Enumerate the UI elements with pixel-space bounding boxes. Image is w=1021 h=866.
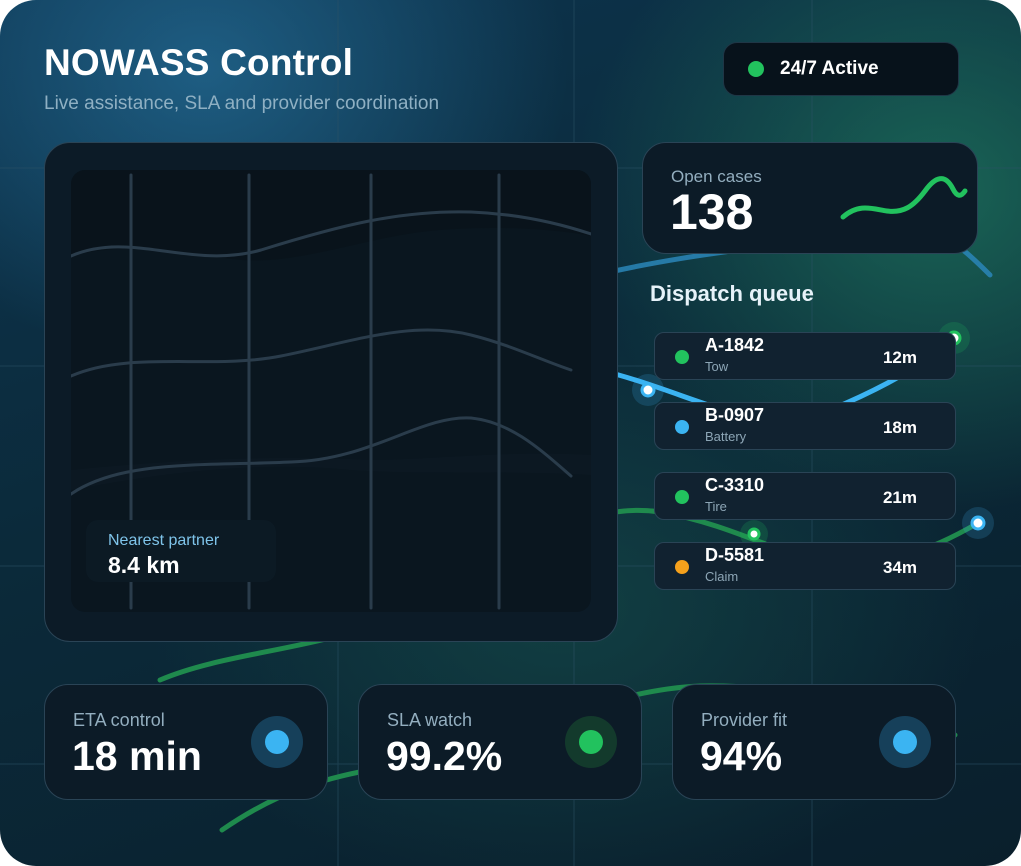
- queue-case-type: Battery: [705, 429, 747, 444]
- queue-case-eta: 34m: [882, 558, 917, 577]
- stat-label: SLA watch: [387, 710, 473, 730]
- queue-item[interactable]: C-3310 Tire 21m: [654, 472, 956, 520]
- open-cases-value: 138: [670, 184, 754, 240]
- priority-dot-icon: [675, 560, 689, 574]
- street-map-graphic: [71, 170, 591, 610]
- route-node-marker: [632, 374, 664, 406]
- queue-item[interactable]: A-1842 Tow 12m: [654, 332, 956, 380]
- route-indicator-icon: [251, 716, 303, 768]
- provider-indicator-icon: [879, 716, 931, 768]
- queue-case-id: C-3310: [705, 475, 765, 495]
- queue-case-id: A-1842: [705, 335, 765, 355]
- stat-value: 94%: [700, 733, 783, 779]
- queue-case-type: Tire: [705, 499, 727, 514]
- nearest-partner-distance: 8.4 km: [108, 552, 180, 578]
- sla-watch-card[interactable]: SLA watch 99.2%: [358, 684, 642, 800]
- queue-case-type: Tow: [705, 359, 729, 374]
- nearest-partner-card: Nearest partner 8.4 km: [86, 520, 276, 582]
- queue-item[interactable]: B-0907 Battery 18m: [654, 402, 956, 450]
- nearest-partner-label: Nearest partner: [108, 532, 220, 549]
- open-cases-card[interactable]: Open cases 138: [642, 142, 978, 254]
- priority-dot-icon: [675, 350, 689, 364]
- sla-indicator-icon: [565, 716, 617, 768]
- queue-case-type: Claim: [705, 569, 739, 584]
- status-badge: 24/7 Active: [723, 42, 959, 96]
- priority-dot-icon: [675, 490, 689, 504]
- status-dot-icon: [748, 61, 764, 77]
- map-viewport[interactable]: [71, 170, 591, 612]
- status-label: 24/7 Active: [780, 58, 879, 79]
- queue-case-eta: 21m: [882, 488, 917, 507]
- stat-label: Provider fit: [701, 710, 788, 730]
- stat-value: 99.2%: [386, 733, 503, 779]
- open-cases-label: Open cases: [671, 167, 762, 186]
- priority-dot-icon: [675, 420, 689, 434]
- dispatch-queue-title: Dispatch queue: [650, 281, 814, 306]
- eta-control-card[interactable]: ETA control 18 min: [44, 684, 328, 800]
- route-node-marker: [740, 520, 768, 548]
- queue-item[interactable]: D-5581 Claim 34m: [654, 542, 956, 590]
- stat-label: ETA control: [73, 710, 165, 730]
- page-title: NOWASS Control: [44, 42, 354, 83]
- page-subtitle: Live assistance, SLA and provider coordi…: [44, 93, 440, 114]
- queue-case-eta: 12m: [882, 348, 917, 367]
- route-node-marker: [962, 507, 994, 539]
- queue-case-eta: 18m: [882, 418, 917, 437]
- stat-value: 18 min: [72, 733, 202, 779]
- open-cases-trend-sparkline: [840, 176, 968, 220]
- queue-case-id: D-5581: [705, 545, 765, 565]
- queue-case-id: B-0907: [705, 405, 765, 425]
- provider-fit-card[interactable]: Provider fit 94%: [672, 684, 956, 800]
